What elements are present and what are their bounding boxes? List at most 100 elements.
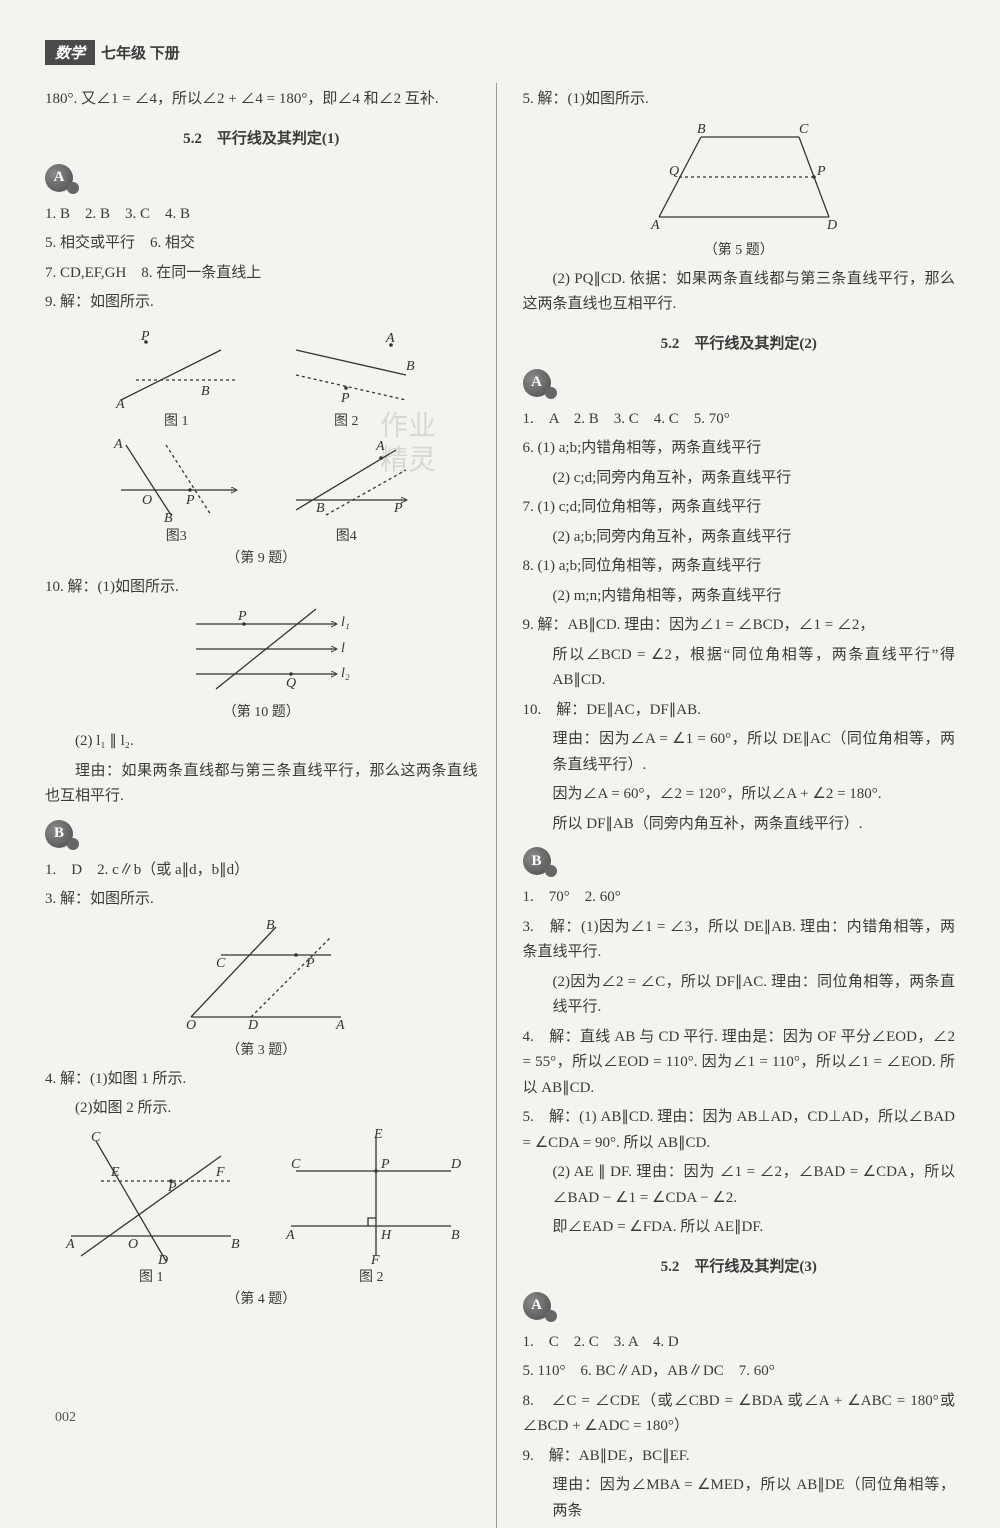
svg-text:Q: Q xyxy=(286,676,296,691)
badge-a: A xyxy=(45,164,73,192)
text-line: 5. 解：(1) AB∥CD. 理由：因为 AB⊥AD，CD⊥AD，所以∠BAD… xyxy=(523,1105,956,1156)
svg-text:P: P xyxy=(816,164,826,179)
text-line: (2) a;b;同旁内角互补，两条直线平行 xyxy=(523,525,956,551)
svg-text:A: A xyxy=(115,397,125,410)
page-header: 数学 七年级 下册 xyxy=(45,40,955,65)
figure-b4: C E F P A O B D 图 1 E xyxy=(45,1126,478,1286)
text-line: 7. CD,EF,GH 8. 在同一条直线上 xyxy=(45,261,478,287)
fig-caption-b3: （第 3 题） xyxy=(45,1039,478,1059)
text-line: 1. A 2. B 3. C 4. C 5. 70° xyxy=(523,407,956,433)
text-line: 7. (1) c;d;同位角相等，两条直线平行 xyxy=(523,495,956,521)
text-line: 9. 解：AB∥DE，BC∥EF. xyxy=(523,1444,956,1470)
text-line: 3. 解：如图所示. xyxy=(45,887,478,913)
fig-caption-10: （第 10 题） xyxy=(45,701,478,721)
svg-text:H: H xyxy=(380,1228,392,1243)
svg-text:C: C xyxy=(291,1157,301,1172)
svg-text:A: A xyxy=(650,218,660,233)
text-line: 理由：因为∠A = ∠1 = 60°，所以 DE∥AC（同位角相等，两条直线平行… xyxy=(523,727,956,778)
text-line: (2) AE ∥ DF. 理由：因为 ∠1 = ∠2，∠BAD = ∠CDA，所… xyxy=(523,1160,956,1211)
text-line: (2)因为∠2 = ∠C，所以 DF∥AC. 理由：同位角相等，两条直线平行. xyxy=(523,970,956,1021)
svg-text:B: B xyxy=(164,511,173,525)
section-title-5-2-3: 5.2 平行线及其判定(3) xyxy=(523,1255,956,1276)
text-line: 180°. 又∠1 = ∠4，所以∠2 + ∠4 = 180°，即∠4 和∠2 … xyxy=(45,87,478,113)
right-column: 5. 解：(1)如图所示. B C Q P A D （第 5 题） (2) PQ… xyxy=(517,83,956,1528)
text-line: 1. 70° 2. 60° xyxy=(523,885,956,911)
figure-9-row1: P A B 图 1 A B P 图 2 xyxy=(45,320,478,430)
svg-text:P: P xyxy=(380,1157,390,1172)
badge-a: A xyxy=(523,1292,551,1320)
svg-text:E: E xyxy=(373,1127,383,1142)
svg-text:C: C xyxy=(91,1130,101,1145)
svg-text:C: C xyxy=(799,122,809,137)
subject-label: 数学 xyxy=(45,40,95,65)
text-line: 8. (1) a;b;同位角相等，两条直线平行 xyxy=(523,554,956,580)
text-line: 理由：因为∠MBA = ∠MED，所以 AB∥DE（同位角相等，两条 xyxy=(523,1473,956,1524)
svg-text:A: A xyxy=(375,439,385,454)
svg-text:P: P xyxy=(393,501,403,516)
figure-10: l₁ l l₂ P Q xyxy=(45,604,478,699)
left-column: 180°. 又∠1 = ∠4，所以∠2 + ∠4 = 180°，即∠4 和∠2 … xyxy=(45,83,497,1528)
fig9-4-svg: A B P xyxy=(276,430,416,525)
fig-label: 图 2 xyxy=(276,410,416,430)
svg-text:D: D xyxy=(450,1157,461,1172)
svg-text:E: E xyxy=(110,1165,120,1180)
text-line: 1. C 2. C 3. A 4. D xyxy=(523,1330,956,1356)
svg-text:B: B xyxy=(231,1237,240,1252)
svg-text:B: B xyxy=(266,918,275,933)
fig-label: 图 1 xyxy=(106,410,246,430)
figure-b3: B C P O D A xyxy=(45,917,478,1037)
text-line: 所以 DF∥AB（同旁内角互补，两条直线平行）. xyxy=(523,812,956,838)
text-line: (2) l₁ ∥ l₂. xyxy=(45,729,478,755)
text-line: 1. B 2. B 3. C 4. B xyxy=(45,202,478,228)
figure-r5: B C Q P A D xyxy=(523,117,956,237)
text-line: 4. 解：直线 AB 与 CD 平行. 理由是：因为 OF 平分∠EOD，∠2 … xyxy=(523,1025,956,1102)
fig-label: 图 1 xyxy=(56,1266,246,1286)
svg-text:O: O xyxy=(186,1018,196,1033)
svg-text:C: C xyxy=(216,956,226,971)
grade-label: 七年级 下册 xyxy=(101,42,180,63)
section-title-5-2-2: 5.2 平行线及其判定(2) xyxy=(523,332,956,353)
text-line: 8. ∠C = ∠CDE（或∠CBD = ∠BDA 或∠A + ∠ABC = 1… xyxy=(523,1389,956,1440)
svg-text:B: B xyxy=(697,122,706,137)
fig-caption-b4: （第 4 题） xyxy=(45,1288,478,1308)
text-line: 4. 解：(1)如图 1 所示. xyxy=(45,1067,478,1093)
fig-caption-9: （第 9 题） xyxy=(45,547,478,567)
svg-text:B: B xyxy=(406,359,415,374)
text-line: 3. 解：(1)因为∠1 = ∠3，所以 DE∥AB. 理由：内错角相等，两条直… xyxy=(523,915,956,966)
text-line: 9. 解：如图所示. xyxy=(45,290,478,316)
figure-9-row2: A O P B 图3 A B P 图4 xyxy=(45,430,478,545)
svg-text:O: O xyxy=(142,493,152,508)
text-line: 5. 解：(1)如图所示. xyxy=(523,87,956,113)
svg-text:D: D xyxy=(157,1253,168,1266)
svg-text:Q: Q xyxy=(669,164,679,179)
fig-label: 图 2 xyxy=(276,1266,466,1286)
text-line: 10. 解：DE∥AC，DF∥AB. xyxy=(523,698,956,724)
svg-text:D: D xyxy=(247,1018,258,1033)
text-line: (2) PQ∥CD. 依据：如果两条直线都与第三条直线平行，那么这两条直线也互相… xyxy=(523,267,956,318)
svg-text:P: P xyxy=(340,391,350,406)
svg-text:B: B xyxy=(201,384,210,399)
text-line: 6. (1) a;b;内错角相等，两条直线平行 xyxy=(523,436,956,462)
fig9-2-svg: A B P xyxy=(276,320,416,410)
svg-text:A: A xyxy=(65,1237,75,1252)
badge-b: B xyxy=(523,847,551,875)
fig-caption-r5: （第 5 题） xyxy=(523,239,956,259)
text-line: 10. 解：(1)如图所示. xyxy=(45,575,478,601)
badge-a: A xyxy=(523,369,551,397)
svg-text:l₂: l₂ xyxy=(341,666,350,681)
svg-text:P: P xyxy=(237,609,247,624)
text-line: 9. 解：AB∥CD. 理由：因为∠1 = ∠BCD，∠1 = ∠2， xyxy=(523,613,956,639)
fig-label: 图4 xyxy=(276,525,416,545)
page-number: 002 xyxy=(55,1410,76,1426)
badge-b: B xyxy=(45,820,73,848)
svg-text:A: A xyxy=(335,1018,345,1033)
text-line: (2) c;d;同旁内角互补，两条直线平行 xyxy=(523,466,956,492)
fig9-3-svg: A O P B xyxy=(106,430,246,525)
text-line: (2)如图 2 所示. xyxy=(45,1096,478,1122)
text-line: 5. 相交或平行 6. 相交 xyxy=(45,231,478,257)
fig-label: 图3 xyxy=(106,525,246,545)
text-line: 1. D 2. c∥b（或 a∥d，b∥d） xyxy=(45,858,478,884)
text-line: (2) m;n;内错角相等，两条直线平行 xyxy=(523,584,956,610)
svg-text:D: D xyxy=(826,218,837,233)
text-line: 即∠EAD = ∠FDA. 所以 AE∥DF. xyxy=(523,1215,956,1241)
